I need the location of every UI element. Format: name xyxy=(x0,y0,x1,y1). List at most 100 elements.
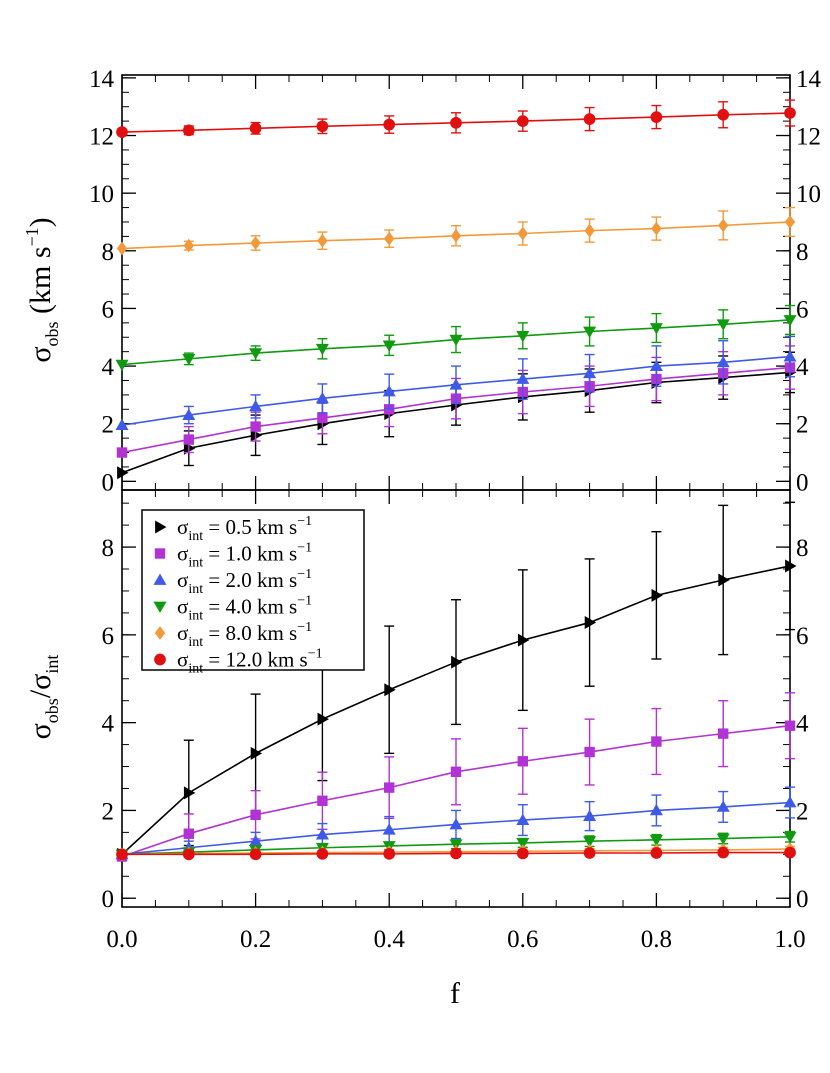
top-point xyxy=(315,391,329,404)
bottom-point xyxy=(584,616,597,630)
bottom-point xyxy=(382,823,396,835)
bottom-point xyxy=(717,846,730,859)
top-ytick-label-right: 0 xyxy=(796,469,809,496)
top-point xyxy=(182,353,196,366)
bottom-point xyxy=(450,766,462,778)
top-ytick-label-right: 2 xyxy=(796,412,809,439)
bottom-point xyxy=(516,813,530,825)
top-point xyxy=(116,126,128,138)
top-point xyxy=(716,355,730,368)
bottom-point xyxy=(116,848,128,861)
top-point xyxy=(183,434,194,445)
top-point xyxy=(450,116,462,129)
bottom-point xyxy=(249,834,263,847)
top-point xyxy=(183,238,194,253)
top-ytick-label-left: 8 xyxy=(102,239,115,266)
bottom-series-2.0 xyxy=(115,786,797,860)
bottom-series-0.5 xyxy=(117,501,797,861)
top-point xyxy=(183,441,196,455)
top-point xyxy=(583,326,597,338)
bottom-point xyxy=(183,786,196,800)
xtick-label: 1.0 xyxy=(774,926,805,953)
top-series-0.5 xyxy=(117,351,797,480)
top-point xyxy=(649,359,663,371)
top-plot-frame xyxy=(121,74,791,491)
top-ytick-label-right: 4 xyxy=(796,354,809,381)
top-point xyxy=(382,340,396,352)
bottom-point xyxy=(182,848,195,861)
bottom-ytick-label-right: 4 xyxy=(796,711,809,738)
bottom-point xyxy=(785,559,797,573)
legend-label: σint = 12.0 km s−1 xyxy=(177,647,323,677)
bottom-point xyxy=(449,817,463,830)
top-point xyxy=(649,323,663,335)
bottom-point xyxy=(649,803,663,816)
top-point xyxy=(650,111,663,123)
top-point xyxy=(384,231,395,246)
top-ytick-label-right: 14 xyxy=(796,66,822,93)
top-point xyxy=(717,108,730,121)
top-point xyxy=(449,378,463,390)
top-point xyxy=(315,343,329,356)
xtick-label: 0.6 xyxy=(507,926,538,953)
top-point xyxy=(382,384,396,397)
bottom-point xyxy=(584,746,595,758)
top-point xyxy=(784,215,796,229)
bottom-ytick-label-left: 6 xyxy=(102,623,115,650)
bottom-point xyxy=(651,736,662,747)
bottom-series-12.0 xyxy=(116,846,796,861)
top-series-4.0 xyxy=(115,304,797,372)
top-point xyxy=(249,122,262,135)
top-ytick-label-left: 2 xyxy=(102,412,115,439)
top-point xyxy=(584,223,595,238)
top-ytick-label-left: 0 xyxy=(102,469,115,496)
top-point xyxy=(516,115,529,127)
top-point xyxy=(250,421,261,432)
bottom-point xyxy=(383,848,396,860)
top-point xyxy=(249,399,263,412)
bottom-ytick-label-left: 0 xyxy=(102,886,115,913)
xtick-label: 0.2 xyxy=(240,926,271,953)
bottom-point xyxy=(451,655,463,669)
bottom-point xyxy=(583,809,597,822)
top-ytick-label-left: 4 xyxy=(102,354,115,381)
top-point xyxy=(116,241,128,256)
bottom-series-1.0 xyxy=(116,692,796,862)
bottom-point xyxy=(249,848,262,861)
top-point xyxy=(651,221,662,236)
bottom-point xyxy=(250,809,261,821)
bottom-point xyxy=(716,800,730,812)
bottom-panel: 0 0 2 2 4 4 6 6 8 8 0.0 0.2 0.4 0.6 0.8 1.0 xyxy=(102,489,809,953)
bottom-point xyxy=(384,782,395,793)
legend-marker xyxy=(153,573,167,585)
legend-entry-4.0: σint = 4.0 km s−1 xyxy=(153,594,312,624)
top-point xyxy=(716,319,730,331)
top-point xyxy=(317,412,328,424)
top-series-8.0 xyxy=(116,206,796,256)
bottom-ytick-label-left: 2 xyxy=(102,798,115,825)
bottom-point xyxy=(384,683,396,697)
top-point xyxy=(117,466,129,480)
top-point xyxy=(115,359,129,372)
bottom-point xyxy=(718,728,729,739)
bottom-ytick-label-right: 8 xyxy=(796,535,809,562)
bottom-point xyxy=(784,846,796,859)
top-ytick-label-left: 12 xyxy=(89,124,114,151)
top-point xyxy=(516,372,530,384)
top-point xyxy=(182,124,195,137)
bottom-point xyxy=(718,573,730,587)
legend-entry-2.0: σint = 2.0 km s−1 xyxy=(153,567,312,597)
legend-box xyxy=(141,509,365,671)
bottom-ytick-label-right: 0 xyxy=(796,886,809,913)
top-ytick-label-right: 10 xyxy=(796,181,821,208)
top-ytick-label-right: 12 xyxy=(796,124,821,151)
bottom-point xyxy=(583,836,597,848)
bottom-ytick-label-right: 2 xyxy=(796,798,809,825)
bottom-point xyxy=(783,796,797,808)
top-point xyxy=(116,447,128,458)
legend-label: σint = 0.5 km s−1 xyxy=(177,514,312,544)
bottom-point xyxy=(784,720,796,731)
top-point xyxy=(449,334,463,347)
